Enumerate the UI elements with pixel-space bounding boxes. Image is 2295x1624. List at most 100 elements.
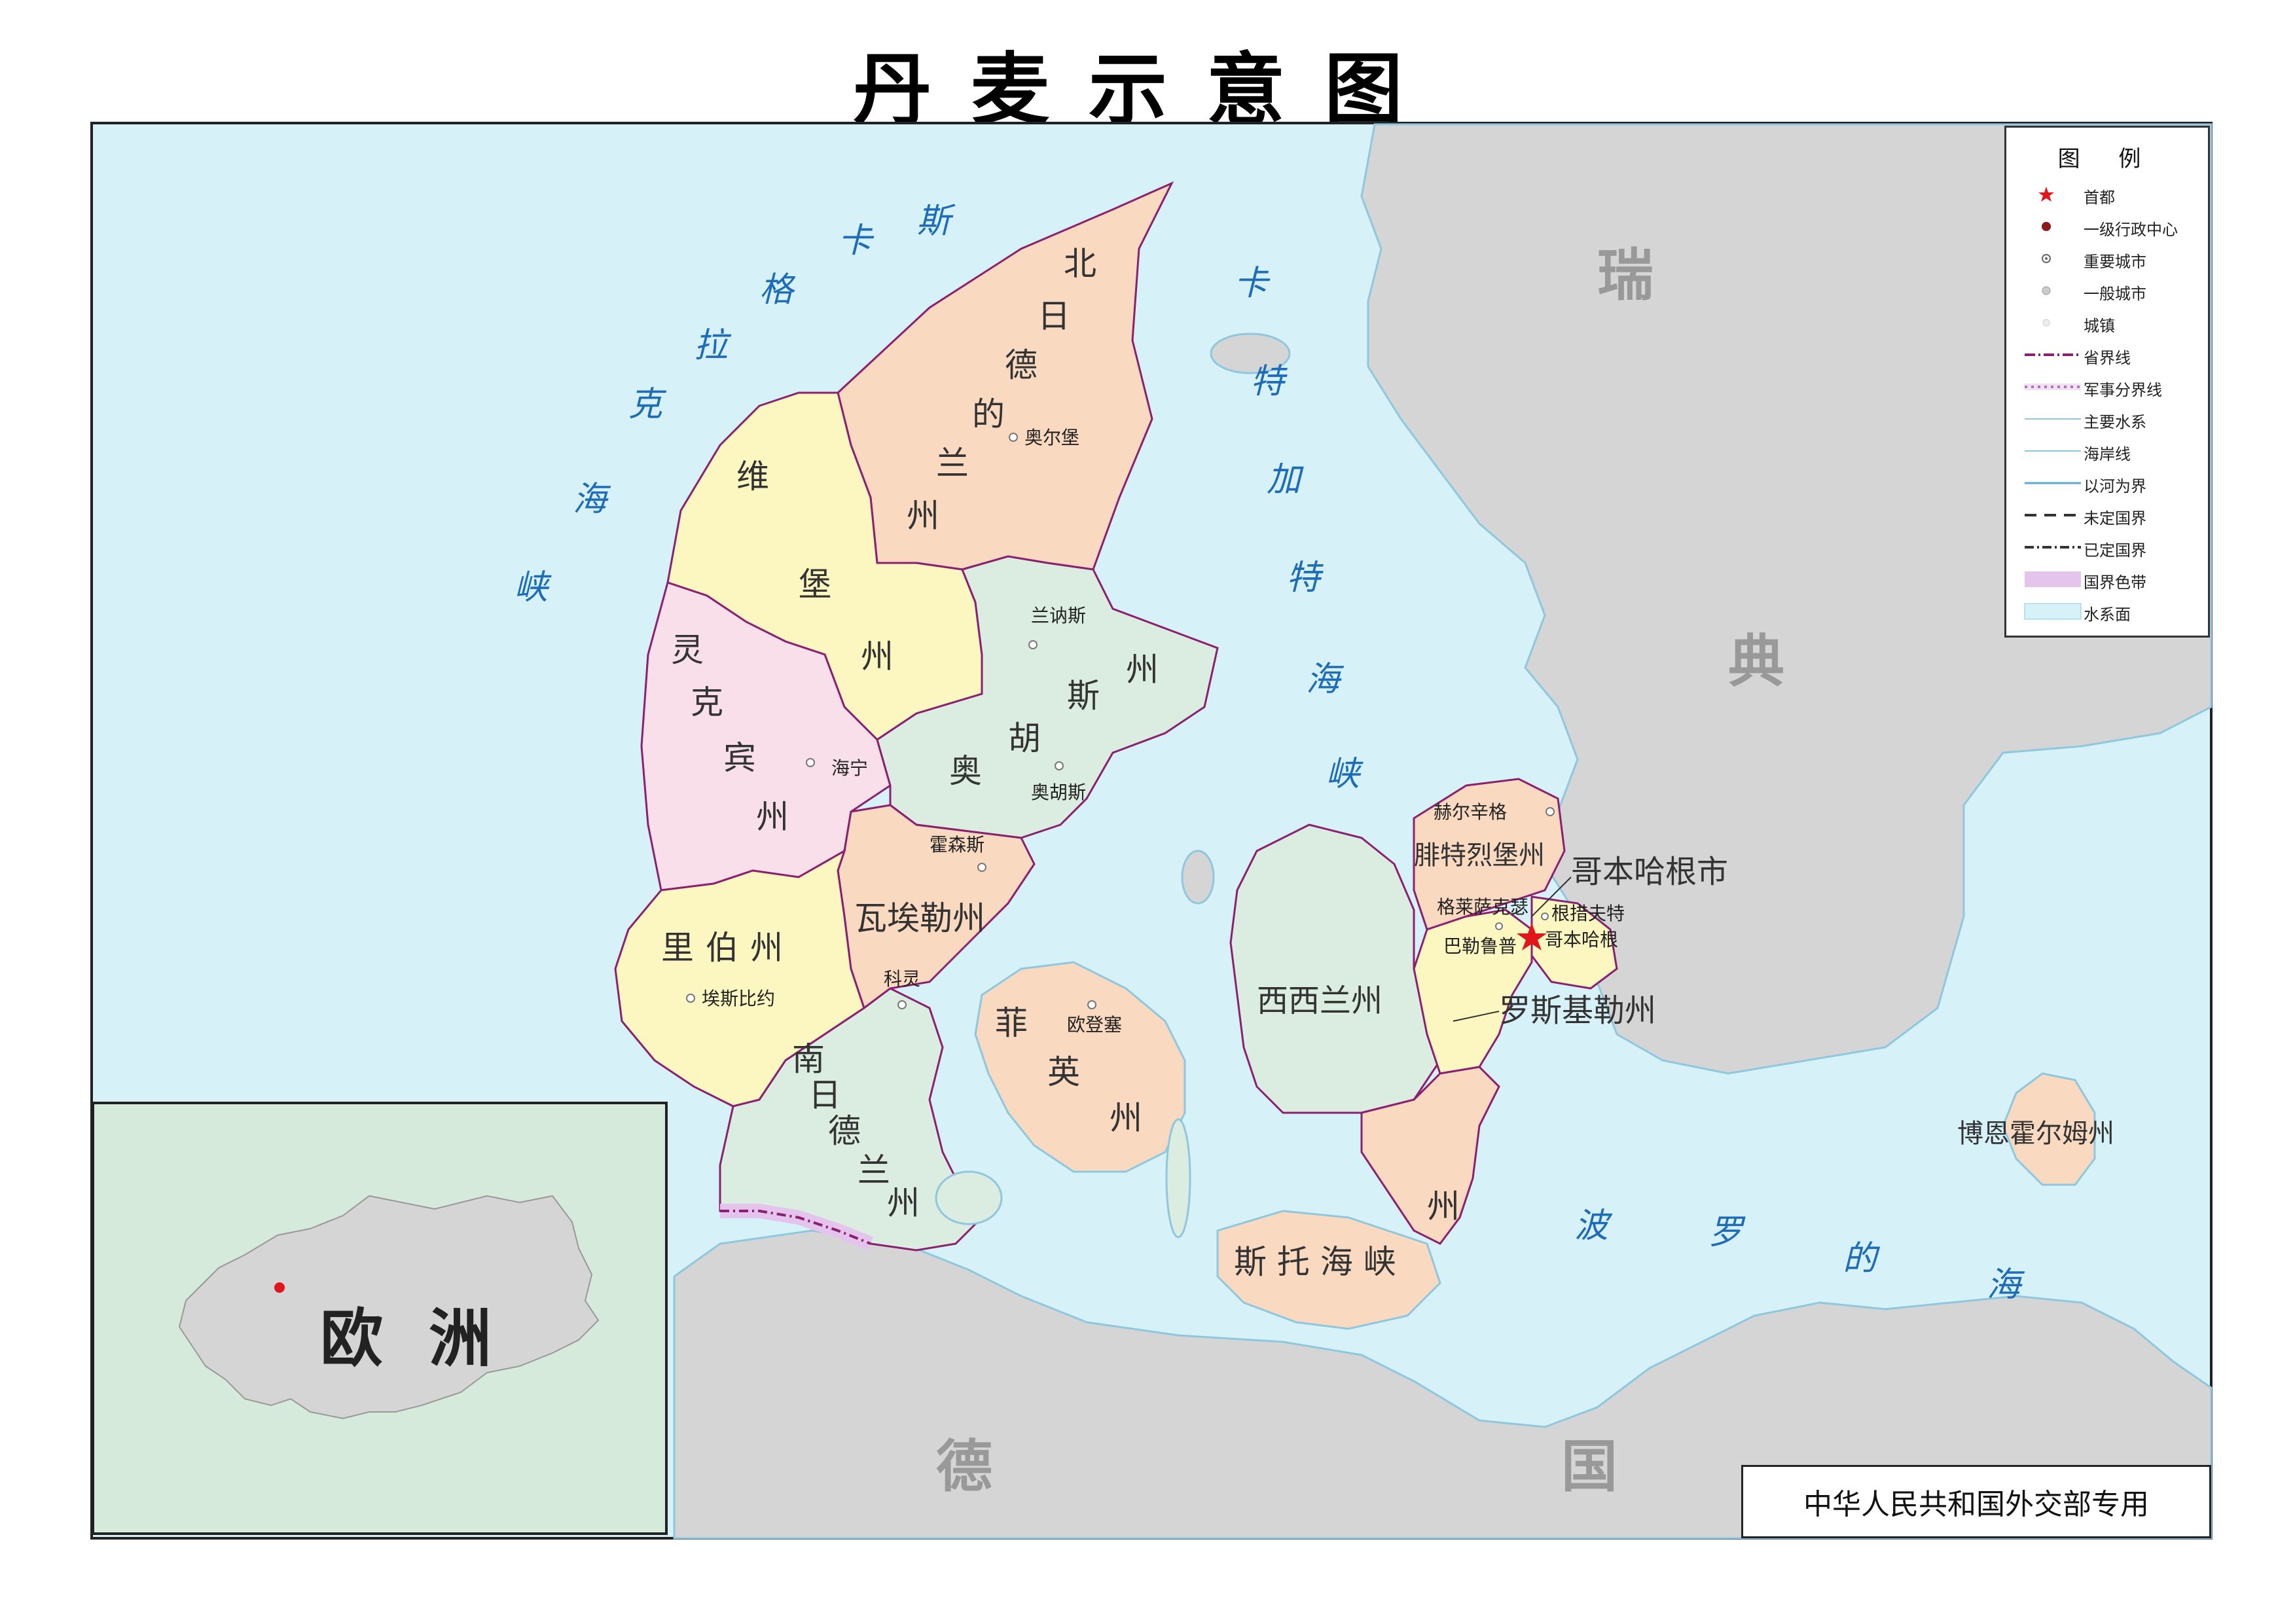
city-label-hillerod: 赫尔辛格 — [1434, 801, 1507, 823]
region-label-bornholm: 博恩霍尔姆州 — [1957, 1119, 2114, 1149]
legend-item: 一般城市 — [2006, 276, 2208, 305]
strait-storebaelt-label: 斯 托 海 峡 — [1234, 1243, 1396, 1281]
region-label-frederiksborg: 腓特烈堡州 — [1414, 840, 1545, 871]
region-label-copenhagen-city: 哥本哈根市 — [1571, 854, 1728, 890]
map-legend: 图 例 首都 一级行政中心 重要城市 一般城市 城镇 省界线 军事分界线 主要水系 海岸线 以河为… — [2004, 126, 2210, 638]
island-lolland-falster — [1216, 1210, 1441, 1330]
region-label-viborg-3: 州 — [861, 638, 894, 676]
city-dot-kolding — [897, 1000, 907, 1009]
region-label-fyn-1: 菲 — [995, 1004, 1028, 1042]
sea-skagerrak-7: 峡 — [514, 568, 552, 607]
country-germany-2: 国 — [1561, 1434, 1617, 1500]
legend-item-label: 一般城市 — [2084, 285, 2146, 303]
legend-item: 军事分界线 — [2006, 372, 2208, 401]
legend-item: 未定国界 — [2006, 501, 2208, 530]
legend-item: 一级行政中心 — [2006, 212, 2208, 241]
region-label-nj-6: 州 — [907, 497, 939, 535]
region-label-sj-5: 州 — [887, 1184, 920, 1222]
river-line — [2023, 405, 2082, 433]
region-frederiksborg — [1413, 778, 1566, 931]
region-label-west-zealand: 西西兰州 — [1257, 983, 1382, 1019]
legend-item: 水系面 — [2006, 597, 2208, 626]
sea-baltic-3: 的 — [1843, 1239, 1881, 1278]
city-dot-odense — [1087, 1000, 1096, 1009]
sea-skagerrak-6: 海 — [573, 480, 611, 519]
region-label-ringkobing-4: 州 — [756, 798, 789, 836]
legend-item-label: 未定国界 — [2084, 509, 2146, 528]
city-label-esbjerg: 埃斯比约 — [702, 988, 775, 1009]
legend-item-label: 首都 — [2084, 189, 2115, 207]
legend-item-label: 省界线 — [2084, 349, 2131, 367]
germany-land — [673, 1229, 2213, 1540]
region-label-vejle: 瓦埃勒州 — [854, 899, 985, 937]
legend-item: 省界线 — [2006, 340, 2208, 369]
region-fyn — [974, 961, 1186, 1173]
region-label-fyn-3: 州 — [1110, 1099, 1142, 1137]
city-dot-randers — [1028, 640, 1038, 649]
country-germany-1: 德 — [936, 1434, 992, 1500]
europe-landmass — [178, 1195, 600, 1420]
legend-item-label: 已定国界 — [2084, 541, 2146, 560]
sea-baltic-2: 罗 — [1708, 1213, 1746, 1252]
region-label-nj-3: 德 — [1005, 346, 1038, 384]
military-boundary-line — [2023, 372, 2082, 401]
city-dot-hillerod — [1545, 807, 1555, 816]
admin-center-dot-icon — [2023, 212, 2082, 241]
leader-line-copenhagen — [1531, 876, 1572, 917]
region-label-ringkobing-1: 灵 — [671, 631, 704, 669]
denmark-marker — [274, 1282, 285, 1293]
europe-inset-map: 欧洲 — [92, 1102, 668, 1535]
region-label-nj-4: 的 — [972, 395, 1005, 433]
legend-item-label: 以河为界 — [2084, 477, 2146, 496]
city-label-ballerup: 巴勒鲁普 — [1443, 935, 1517, 957]
city-dot-gentofte — [1541, 912, 1549, 920]
country-sweden-2: 典 — [1728, 629, 1784, 695]
legend-item: 城镇 — [2006, 308, 2208, 337]
city-dot-aalborg — [1009, 433, 1018, 442]
region-label-aarhus-3: 斯 — [1067, 677, 1100, 715]
city-label-aalborg: 奥尔堡 — [1024, 427, 1079, 448]
capital-star-icon — [1517, 923, 1547, 950]
region-aarhus — [876, 555, 1219, 839]
city-dot-horsens — [977, 863, 986, 872]
city-label-odense: 欧登塞 — [1067, 1014, 1122, 1036]
legend-item-label: 军事分界线 — [2084, 381, 2162, 399]
region-label-aarhus-4: 州 — [1126, 651, 1159, 689]
region-label-aarhus-1: 奥 — [949, 752, 982, 790]
city-dot-icon — [2023, 276, 2082, 305]
national-border — [720, 1210, 871, 1245]
legend-item-label: 主要水系 — [2084, 413, 2146, 431]
inset-label: 欧洲 — [320, 1302, 537, 1375]
sea-skagerrak-1: 斯 — [916, 202, 956, 241]
region-label-ringkobing-3: 宾 — [723, 739, 756, 777]
island-samso — [1181, 850, 1215, 905]
region-label-sj-4: 兰 — [858, 1151, 890, 1189]
region-label-viborg-2: 堡 — [799, 566, 831, 604]
legend-item: 主要水系 — [2006, 405, 2208, 433]
sea-skagerrak-5: 克 — [628, 385, 667, 424]
region-roskilde — [1413, 909, 1533, 1075]
region-label-roskilde: 罗斯基勒州 — [1499, 992, 1656, 1029]
legend-item: 以河为界 — [2006, 469, 2208, 497]
capital-star-icon — [2023, 180, 2082, 209]
region-label-aarhus-2: 胡 — [1008, 719, 1041, 757]
sea-kattegat-4: 特 — [1286, 558, 1324, 598]
city-label-randers: 兰讷斯 — [1031, 605, 1086, 626]
town-dot-icon — [2023, 308, 2082, 337]
legend-item: 重要城市 — [2006, 244, 2208, 273]
sea-kattegat-1: 卡 — [1234, 264, 1271, 303]
city-label-aarhus: 奥胡斯 — [1031, 782, 1086, 803]
island-anholt — [1210, 333, 1291, 374]
region-label-sj-2: 日 — [808, 1076, 841, 1114]
city-label-gladsaxe: 格莱萨克瑟 — [1437, 896, 1528, 918]
legend-item: 已定国界 — [2006, 533, 2208, 562]
sea-kattegat-5: 海 — [1306, 660, 1345, 699]
major-city-dot-icon — [2023, 244, 2082, 273]
legend-item: 首都 — [2006, 180, 2208, 209]
region-storstrom — [1360, 1066, 1500, 1245]
sea-kattegat-3: 加 — [1267, 460, 1304, 499]
sea-skagerrak-3: 格 — [759, 270, 796, 310]
legend-item-label: 城镇 — [2084, 317, 2115, 335]
city-label-herning: 海宁 — [831, 757, 868, 779]
